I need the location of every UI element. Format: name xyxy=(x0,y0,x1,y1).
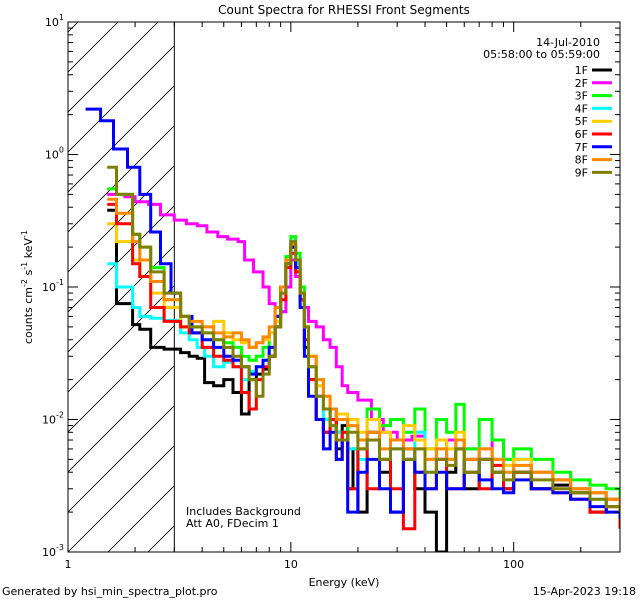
x-tick-label: 1 xyxy=(65,558,72,571)
x-tick-label: 100 xyxy=(503,558,524,571)
legend-label-4F: 4F xyxy=(575,102,588,115)
hatch-line xyxy=(68,285,175,393)
y-tick-label: 10-3 xyxy=(42,543,64,559)
legend-label-5F: 5F xyxy=(575,115,588,128)
footer-generated-by: Generated by hsi_min_spectra_plot.pro xyxy=(2,585,218,598)
hatch-line xyxy=(68,445,175,552)
hatch-line xyxy=(68,205,175,313)
annotation-note-attenuator: Att A0, FDecim 1 xyxy=(186,517,279,530)
legend-label-7F: 7F xyxy=(575,141,588,154)
hatch-line xyxy=(68,365,175,473)
series-line-9F xyxy=(107,165,620,513)
legend-label-6F: 6F xyxy=(575,128,588,141)
y-label-exp-1: -2 xyxy=(20,279,29,287)
annotation-date: 14-Jul-2010 xyxy=(536,36,600,49)
y-label-part-2: s xyxy=(22,269,35,278)
y-label-exp-3: -1 xyxy=(20,230,29,238)
y-tick-label: 10-2 xyxy=(42,411,64,427)
legend-label-9F: 9F xyxy=(575,166,588,179)
chart-title: Count Spectra for RHESSI Front Segments xyxy=(218,3,470,17)
hatch-line xyxy=(68,45,175,153)
y-label-exp-2: -1 xyxy=(20,262,29,270)
y-label-part-1: counts cm xyxy=(22,287,35,344)
y-tick-label: 10-1 xyxy=(42,278,64,294)
hatch-line xyxy=(68,85,175,193)
hatch-line xyxy=(68,22,159,113)
legend-label-1F: 1F xyxy=(575,64,588,77)
y-label-part-3: keV xyxy=(22,238,35,262)
y-axis-label: counts cm-2 s-1 keV-1 xyxy=(20,230,35,344)
y-tick-label: 100 xyxy=(45,146,64,162)
legend-label-8F: 8F xyxy=(575,154,588,167)
legend-label-3F: 3F xyxy=(575,90,588,103)
legend-label-2F: 2F xyxy=(575,77,588,90)
footer-timestamp: 15-Apr-2023 19:18 xyxy=(533,585,636,598)
annotation-note-background: Includes Background xyxy=(186,505,301,518)
hatch-line xyxy=(68,405,175,513)
x-tick-label: 10 xyxy=(284,558,298,571)
y-tick-label: 101 xyxy=(45,13,64,29)
x-axis-label: Energy (keV) xyxy=(309,576,380,589)
annotation-time-range: 05:58:00 to 05:59:00 xyxy=(483,48,600,61)
